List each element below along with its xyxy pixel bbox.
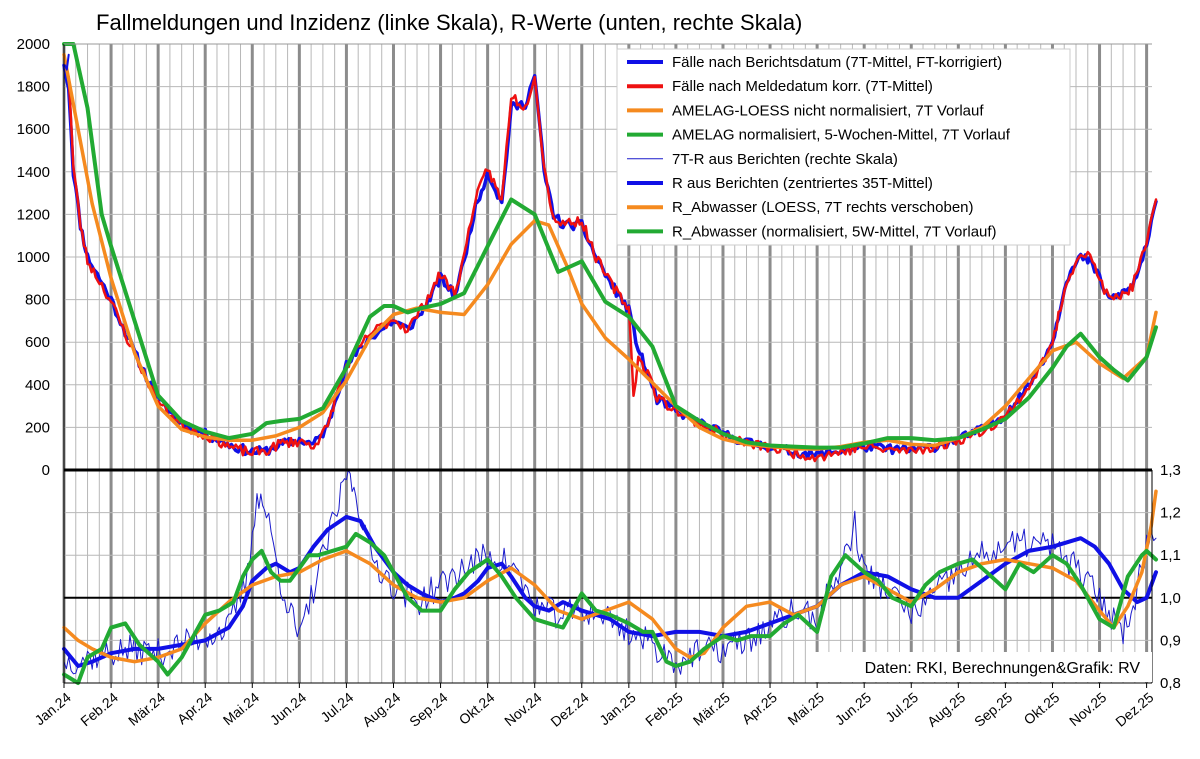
series-line-top	[62, 42, 1158, 450]
legend-label: Fälle nach Berichtsdatum (7T-Mittel, FT-…	[672, 54, 1002, 71]
x-month-label: Jun.25	[832, 689, 875, 728]
x-month-label: Jan.25	[596, 689, 639, 728]
top-y-tick-label: 2000	[17, 36, 50, 53]
x-month-label: Apr.25	[739, 689, 780, 727]
x-month-label: Jun.24	[267, 689, 310, 728]
credit-box: Daten: RKI, Berechnungen&Grafik: RV	[812, 652, 1152, 682]
x-month-label: Sep.25	[971, 689, 1015, 730]
top-y-tick-label: 800	[25, 292, 50, 309]
legend-label: AMELAG-LOESS nicht normalisiert, 7T Vorl…	[672, 102, 984, 119]
x-month-label: Jul.25	[882, 689, 921, 725]
x-month-label: Okt.25	[1021, 689, 1063, 728]
x-month-label: Mai.24	[220, 689, 263, 728]
x-month-label: Dez.24	[547, 689, 591, 730]
x-month-label: Jul.24	[317, 689, 356, 725]
top-y-tick-label: 400	[25, 377, 50, 394]
top-y-tick-label: 0	[42, 462, 50, 479]
x-month-label: Mär.25	[690, 689, 733, 729]
x-month-label: Feb.25	[642, 689, 686, 729]
top-y-tick-label: 1800	[17, 79, 50, 96]
x-month-label: Feb.24	[77, 689, 121, 729]
credit-text: Daten: RKI, Berechnungen&Grafik: RV	[865, 660, 1141, 677]
bottom-y-tick-label: 1,3	[1160, 462, 1181, 479]
bottom-y-tick-label: 0,8	[1160, 675, 1181, 692]
bottom-series	[62, 469, 1158, 685]
x-month-label: Apr.24	[174, 689, 215, 727]
x-month-label: Mär.24	[125, 689, 168, 729]
bottom-y-tick-label: 1,2	[1160, 505, 1181, 522]
legend-label: R aus Berichten (zentriertes 35T-Mittel)	[672, 175, 933, 192]
bottom-y-tick-label: 1,0	[1160, 590, 1181, 607]
bottom-plot-area	[64, 470, 1152, 683]
x-month-label: Nov.24	[501, 689, 545, 729]
x-month-label: Nov.25	[1066, 689, 1110, 729]
x-month-label: Sep.24	[406, 689, 450, 730]
top-y-tick-label: 1600	[17, 121, 50, 138]
legend-label: R_Abwasser (normalisiert, 5W-Mittel, 7T …	[672, 223, 997, 240]
series-line-bottom	[62, 514, 1158, 668]
x-month-label: Aug.24	[359, 689, 403, 730]
axes	[63, 43, 1153, 688]
top-y-tick-label: 200	[25, 419, 50, 436]
legend-label: AMELAG normalisiert, 5-Wochen-Mittel, 7T…	[672, 127, 1011, 144]
top-series	[62, 42, 1158, 463]
x-month-label: Aug.25	[924, 689, 968, 730]
legend: Fälle nach Berichtsdatum (7T-Mittel, FT-…	[616, 48, 1071, 246]
x-month-labels: Jan.24 Feb.24 Mär.24 Apr.24 Mai.24 Jun.24 Jul.…	[31, 689, 1156, 730]
legend-label: 7T-R aus Berichten (rechte Skala)	[672, 151, 898, 168]
x-month-label: Jan.24	[31, 689, 74, 728]
x-month-label: Okt.24	[456, 689, 498, 728]
credit-background	[812, 652, 1152, 682]
top-y-tick-label: 1200	[17, 206, 50, 223]
bottom-plot: 0,8 0,9 1,0 1,1 1,2 1,3	[62, 462, 1181, 692]
top-y-tick-labels: 0 200 400 600 800 1000 1200 1400 1600 1800 2000	[17, 36, 50, 479]
x-month-label: Dez.25	[1112, 689, 1156, 730]
series-line-top	[63, 53, 70, 71]
legend-box	[616, 48, 1071, 246]
x-month-label: Mai.25	[785, 689, 828, 728]
bottom-y-tick-label: 0,9	[1160, 632, 1181, 649]
top-y-tick-label: 1400	[17, 164, 50, 181]
bottom-y-tick-labels: 0,8 0,9 1,0 1,1 1,2 1,3	[1160, 462, 1181, 692]
series-line-bottom	[62, 489, 1158, 664]
chart-title: Fallmeldungen und Inzidenz (linke Skala)…	[96, 10, 802, 35]
legend-label: R_Abwasser (LOESS, 7T rechts verschoben)	[672, 199, 974, 216]
top-y-tick-label: 1000	[17, 249, 50, 266]
legend-label: Fälle nach Meldedatum korr. (7T-Mittel)	[672, 78, 933, 95]
bottom-y-tick-label: 1,1	[1160, 547, 1181, 564]
top-y-tick-label: 600	[25, 334, 50, 351]
series-line-bottom	[62, 531, 1158, 685]
